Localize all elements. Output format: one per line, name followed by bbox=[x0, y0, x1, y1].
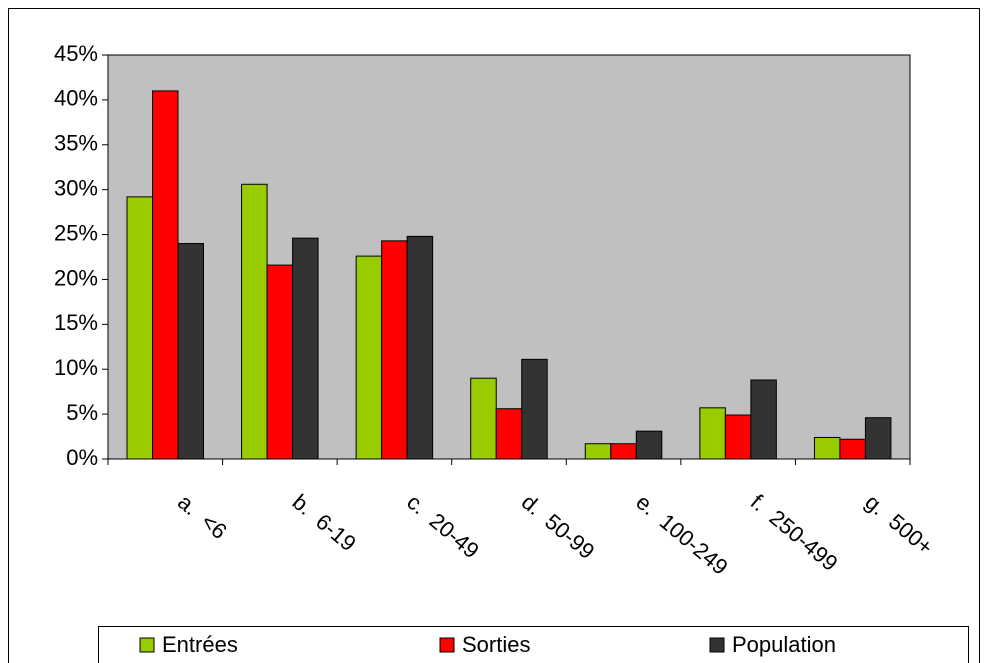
bar bbox=[152, 90, 179, 460]
legend-swatch bbox=[439, 637, 455, 653]
legend-label: Entrées bbox=[162, 632, 238, 657]
bar bbox=[813, 436, 841, 460]
y-tick-label: 15% bbox=[54, 310, 98, 335]
y-tick-label: 40% bbox=[54, 86, 98, 111]
bar bbox=[724, 414, 752, 460]
bar bbox=[839, 438, 866, 460]
y-tick-label: 0% bbox=[66, 445, 98, 470]
bar bbox=[750, 379, 777, 460]
y-tick-label: 10% bbox=[54, 355, 98, 380]
bar bbox=[610, 443, 637, 460]
y-tick-label: 35% bbox=[54, 131, 98, 156]
y-tick-label: 25% bbox=[54, 220, 98, 245]
bar bbox=[584, 443, 612, 460]
y-tick-label: 30% bbox=[54, 175, 98, 200]
bar bbox=[495, 408, 523, 460]
bar bbox=[406, 235, 434, 460]
bar bbox=[635, 430, 663, 460]
bar bbox=[266, 264, 294, 460]
legend-swatch bbox=[139, 637, 155, 653]
legend-label: Population bbox=[732, 632, 836, 657]
y-tick-label: 20% bbox=[54, 265, 98, 290]
bar bbox=[864, 417, 892, 460]
bar bbox=[470, 377, 497, 460]
legend-label: Sorties bbox=[462, 632, 530, 657]
legend-swatch bbox=[709, 637, 725, 653]
legend-box bbox=[98, 626, 969, 663]
bar bbox=[177, 243, 204, 460]
bar bbox=[355, 255, 383, 460]
bar bbox=[126, 196, 153, 460]
bar bbox=[241, 183, 268, 460]
bar bbox=[699, 407, 726, 460]
y-tick-label: 5% bbox=[66, 400, 98, 425]
bar bbox=[521, 358, 548, 460]
bar bbox=[381, 240, 408, 460]
y-tick-label: 45% bbox=[54, 41, 98, 66]
plot-area bbox=[107, 54, 911, 460]
bar bbox=[292, 237, 319, 460]
